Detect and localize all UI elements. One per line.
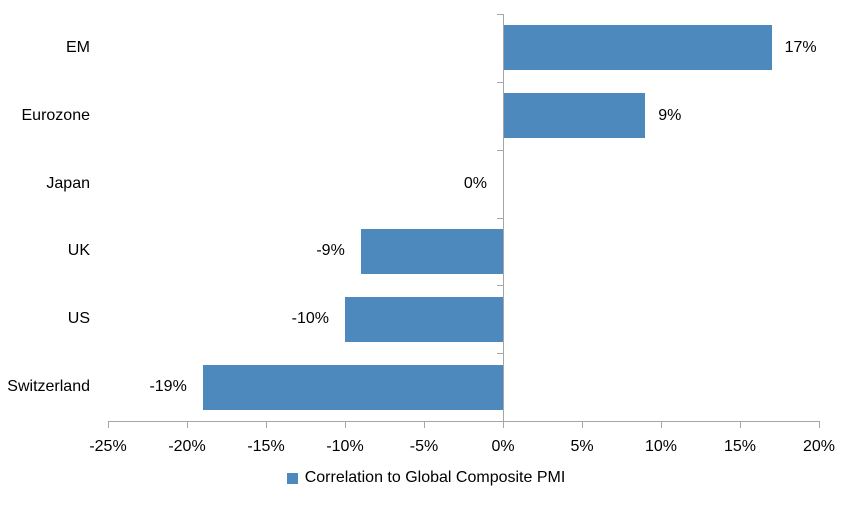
x-axis-tick — [108, 421, 109, 428]
value-label-us: -10% — [291, 310, 329, 328]
category-label-japan: Japan — [46, 174, 90, 192]
y-axis-tick — [497, 149, 504, 151]
y-axis-tick — [497, 353, 504, 355]
category-label-us: US — [67, 310, 90, 328]
legend: Correlation to Global Composite PMI — [0, 468, 852, 488]
category-label-eurozone: Eurozone — [21, 106, 91, 124]
value-label-switzerland: -19% — [149, 378, 187, 396]
x-axis-tick-label: -10% — [326, 438, 364, 455]
category-label-em: EM — [66, 38, 90, 56]
x-axis-tick-label: 0% — [491, 438, 515, 455]
x-axis-tick-label: -25% — [89, 438, 127, 455]
x-axis-tick — [187, 421, 188, 428]
x-axis-tick-label: -20% — [168, 438, 206, 455]
x-axis-tick — [424, 421, 425, 428]
bar-switzerland — [202, 364, 503, 410]
bar-us — [345, 296, 503, 342]
bar-uk — [360, 228, 503, 274]
x-axis-tick-label: 20% — [802, 438, 836, 455]
x-axis-tick — [266, 421, 267, 428]
y-axis-tick — [497, 81, 504, 83]
x-axis-tick — [345, 421, 346, 428]
x-axis-tick — [819, 421, 820, 428]
x-axis-line — [108, 421, 820, 422]
value-label-uk: -9% — [316, 242, 345, 260]
y-axis-line — [503, 14, 504, 428]
category-label-uk: UK — [67, 242, 90, 260]
value-label-eurozone: 9% — [658, 106, 682, 124]
x-axis-tick — [740, 421, 741, 428]
legend-swatch-icon — [286, 472, 298, 484]
y-axis-tick — [497, 285, 504, 287]
value-label-em: 17% — [784, 38, 817, 56]
y-axis-tick — [497, 421, 504, 422]
x-axis-tick — [582, 421, 583, 428]
x-axis-tick-label: -15% — [247, 438, 285, 455]
x-axis-tick-label: 15% — [723, 438, 757, 455]
x-axis-tick-label: 10% — [644, 438, 678, 455]
y-axis-tick — [497, 14, 504, 15]
legend-label: Correlation to Global Composite PMI — [304, 469, 566, 486]
x-axis-tick — [661, 421, 662, 428]
x-axis-tick-label: 5% — [570, 438, 594, 455]
bar-eurozone — [503, 93, 646, 139]
category-label-switzerland: Switzerland — [7, 378, 90, 396]
bar-em — [503, 25, 772, 71]
x-axis-tick-label: -5% — [409, 438, 439, 455]
value-label-japan: 0% — [463, 174, 487, 192]
y-axis-tick — [497, 217, 504, 219]
